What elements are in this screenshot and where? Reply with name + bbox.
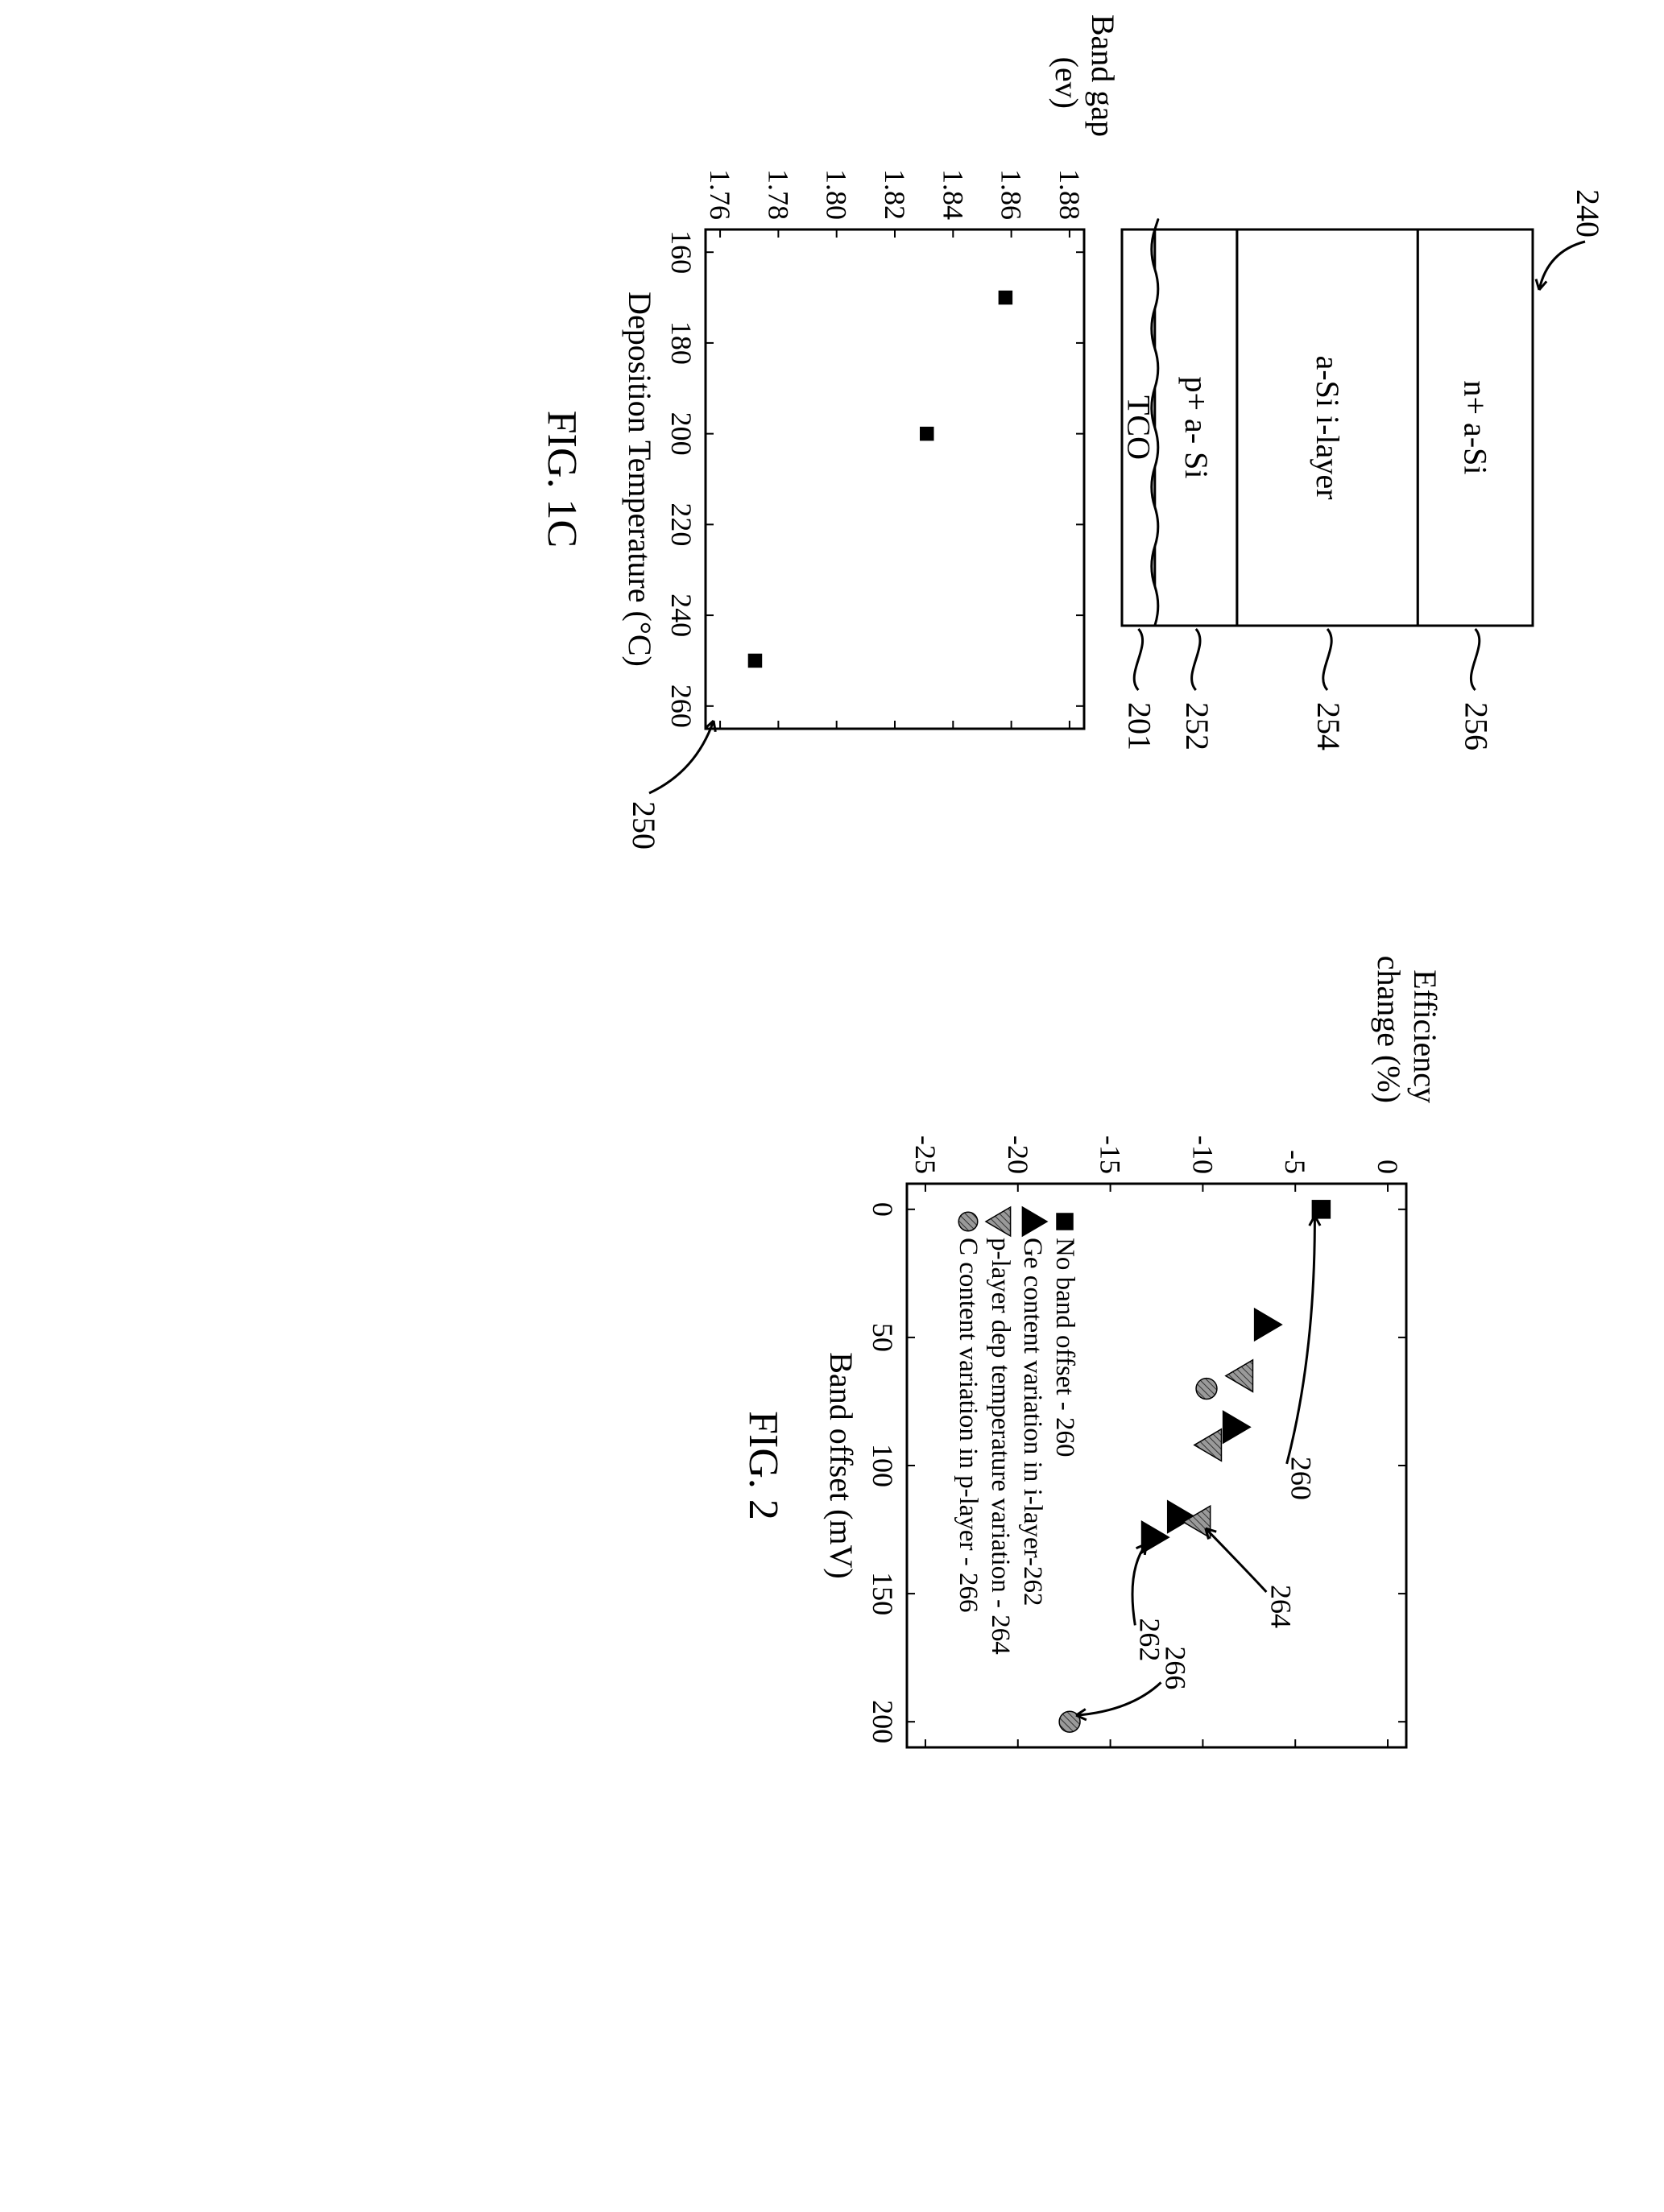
fig1c-caption: FIG. 1C [539,411,585,548]
page: 240 n+ a-Si 256 a-Si i-layer 254 p+ a- Si 252 T… [0,0,1664,2212]
y-tick: 1.88 [1053,169,1086,220]
layer-id: 256 [1459,702,1495,750]
y-axis-label-top: Efficiency [1407,970,1443,1103]
y-tick: -10 [1186,1135,1219,1174]
legend-label: No band offset - 260 [1050,1238,1079,1457]
fig1c: 160 180 200 220 240 260 1.76 1.78 1.80 1.82 1.84 1.… [539,14,1121,850]
x-tick: 260 [665,684,697,728]
x-tick: 200 [665,412,697,456]
layer-stack-240: 240 n+ a-Si 256 a-Si i-layer 254 p+ a- Si 252 T… [1120,189,1606,750]
layer-label: TCO [1120,395,1157,460]
x-tick: 160 [665,230,697,274]
y-tick: 1.76 [704,169,736,220]
legend: No band offset - 260Ge content variation… [954,1207,1079,1655]
y-tick: 0 [1372,1160,1404,1174]
x-axis-label: Deposition Temperature (°C) [622,291,658,667]
legend-label: Ge content variation in i-layer-262 [1018,1238,1047,1606]
y-tick: 1.82 [879,169,911,220]
legend-label: p-layer dep temperature variation - 264 [986,1238,1015,1655]
fig2: 0 50 100 150 200 0 -5 -10 -15 -20 -25 Band offset (… [740,956,1443,1747]
x-tick: 150 [867,1572,899,1615]
callout-label: 260 [1285,1457,1318,1500]
y-axis-label-bot: (ev) [1049,57,1085,109]
y-tick: 1.86 [996,169,1028,220]
ref-240: 240 [1570,189,1606,238]
y-tick: -20 [1002,1135,1034,1174]
y-axis-label-top: Band gap [1085,14,1121,137]
x-tick: 100 [867,1444,899,1487]
x-axis-label: Band offset (mV) [823,1352,859,1578]
x-tick: 200 [867,1700,899,1743]
y-tick: 1.84 [937,169,969,220]
x-tick: 0 [867,1202,899,1217]
layer-label: n+ a-Si [1458,381,1494,475]
y-tick: 1.80 [821,169,853,220]
layer-label: a-Si i-layer [1310,356,1346,500]
x-tick: 240 [665,593,697,637]
x-tick: 220 [665,502,697,546]
y-tick: -5 [1279,1150,1311,1174]
y-tick: -15 [1095,1135,1127,1174]
y-axis-label-bot: change (%) [1371,956,1407,1103]
ref-250: 250 [626,801,662,850]
layer-id: 254 [1310,702,1347,750]
layer-id: 252 [1179,702,1215,750]
x-tick: 50 [867,1323,899,1352]
callout-label: 266 [1159,1646,1191,1689]
y-tick: -25 [909,1135,942,1174]
callout-label: 264 [1265,1585,1297,1628]
legend-label: C content variation in p-layer - 266 [954,1238,983,1613]
y-tick: 1.78 [762,169,794,220]
x-tick: 180 [665,321,697,365]
layer-id: 201 [1121,702,1157,750]
figure-canvas: 240 n+ a-Si 256 a-Si i-layer 254 p+ a- Si 252 T… [0,0,1664,2212]
fig2-caption: FIG. 2 [740,1411,786,1520]
layer-label: p+ a- Si [1178,377,1215,479]
